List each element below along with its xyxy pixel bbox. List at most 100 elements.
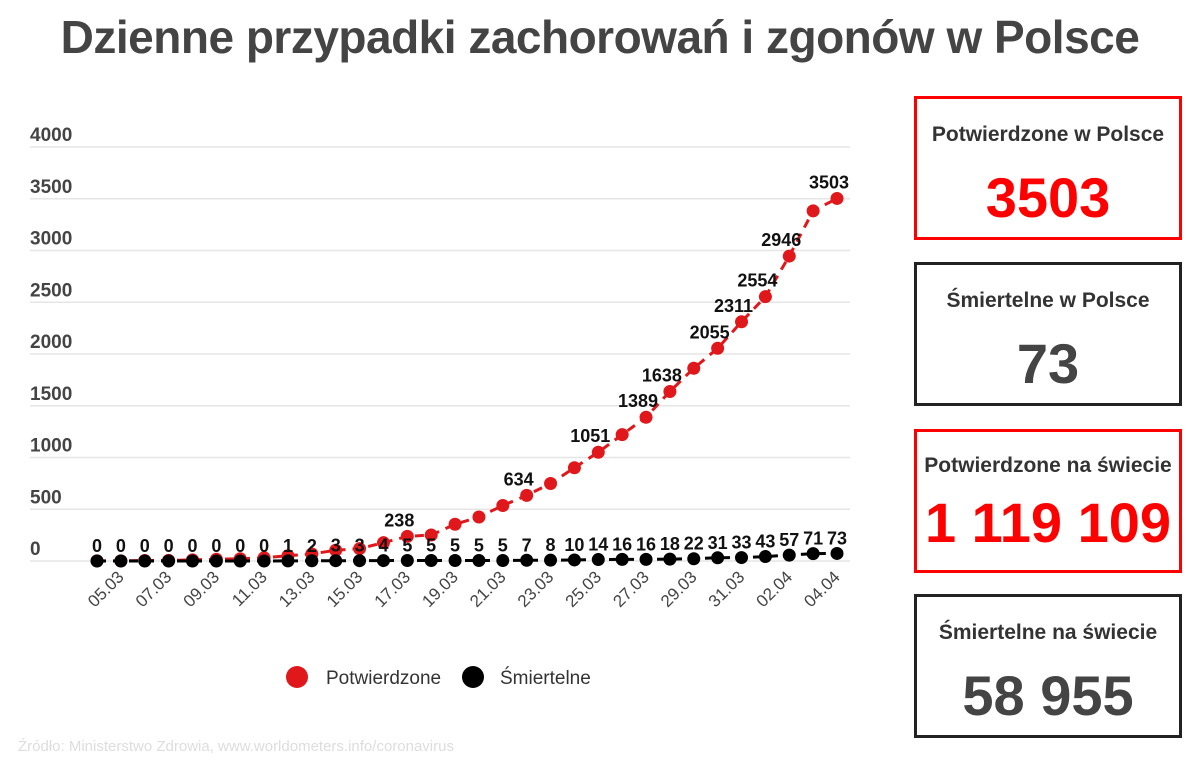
data-point [830,546,844,560]
data-point [233,554,247,568]
data-point [400,529,414,543]
x-tick-label: 19.03 [418,567,462,611]
data-point [353,542,367,556]
data-label: 1389 [618,391,658,411]
data-point [400,553,414,567]
data-label: 2311 [714,296,753,316]
data-label: 0 [116,536,126,556]
data-label: 7 [522,535,532,555]
data-point [735,551,749,565]
data-point [711,341,725,355]
data-label: 634 [504,469,534,489]
x-tick-label: 04.04 [800,567,844,611]
data-point [281,554,295,568]
series-line-Potwierdzone [97,197,838,563]
data-label: 1051 [570,426,610,446]
stat-box-confirmed-world: Potwierdzone na świecie 1 119 109 [914,429,1182,573]
data-point [639,410,653,424]
data-label: 4 [378,536,388,556]
x-tick-label: 27.03 [609,567,653,611]
stat-box-confirmed-poland: Potwierdzone w Polsce 3503 [914,96,1182,240]
data-label: 0 [140,536,150,556]
data-point [567,553,581,567]
data-label: 3 [331,536,341,556]
data-point [735,315,749,329]
data-label: 5 [450,535,460,555]
data-label: 22 [684,534,704,554]
data-label: 2554 [737,271,777,291]
data-label: 2946 [761,230,801,250]
x-tick-label: 07.03 [132,567,176,611]
data-point [520,488,534,502]
data-point [758,290,772,304]
data-label: 33 [732,533,752,553]
x-tick-label: 15.03 [323,567,367,611]
x-tick-label: 21.03 [466,567,510,611]
stat-label: Śmiertelne w Polsce [946,289,1150,312]
data-point [329,554,343,568]
stat-value: 73 [1016,332,1080,395]
data-label: 31 [708,533,728,553]
data-point [520,553,534,567]
data-label: 16 [636,534,656,554]
x-tick-label: 11.03 [228,567,271,610]
data-label: 2 [307,536,317,556]
data-point [806,204,820,218]
data-point [496,553,510,567]
legend-marker [462,666,484,688]
data-point [591,445,605,459]
data-label: 5 [474,535,484,555]
data-point [806,547,820,561]
data-label: 16 [612,534,632,554]
data-point [615,428,629,442]
data-point [448,553,462,567]
data-label: 5 [402,535,412,555]
data-point [663,552,677,566]
data-point [830,191,844,205]
data-point [376,536,390,550]
data-point [472,553,486,567]
data-label: 0 [259,536,269,556]
data-point [162,554,176,568]
data-label: 1 [283,536,293,556]
source-note: Źródło: Ministerstwo Zdrowia, www.worldo… [18,738,454,755]
stat-value: 1 119 109 [924,491,1172,554]
data-label: 3503 [809,172,849,192]
y-tick-label: 3500 [30,177,72,198]
data-label: 2055 [690,322,730,342]
data-label: 0 [164,536,174,556]
legend-label: Śmiertelne [500,667,591,689]
data-label: 3 [355,536,365,556]
y-tick-label: 2000 [30,332,72,353]
x-tick-label: 17.03 [371,567,415,611]
stat-label: Śmiertelne na świecie [938,621,1158,644]
data-label: 71 [803,529,823,549]
data-point [424,553,438,567]
x-tick-label: 09.03 [180,567,224,611]
x-tick-label: 02.04 [753,567,797,611]
data-point [544,476,558,490]
data-label: 0 [92,536,102,556]
stat-box-deaths-world: Śmiertelne na świecie 58 955 [914,594,1182,738]
data-point [711,551,725,565]
data-point [591,553,605,567]
x-tick-label: 13.03 [275,567,319,611]
x-tick-label: 05.03 [84,567,128,611]
data-point [639,552,653,566]
data-point [496,499,510,513]
data-point [185,554,199,568]
data-label: 1638 [642,365,682,385]
legend-label: Potwierdzone [326,668,441,689]
y-tick-label: 0 [30,539,41,560]
stat-label: Potwierdzone na świecie [924,454,1172,477]
x-tick-label: 25.03 [562,567,606,611]
data-label: 5 [498,535,508,555]
data-point [687,552,701,566]
data-label: 43 [755,532,775,552]
legend-marker [286,666,308,688]
y-tick-label: 3000 [30,229,72,250]
data-point [782,548,796,562]
y-tick-label: 4000 [30,125,72,146]
data-label: 0 [211,536,221,556]
